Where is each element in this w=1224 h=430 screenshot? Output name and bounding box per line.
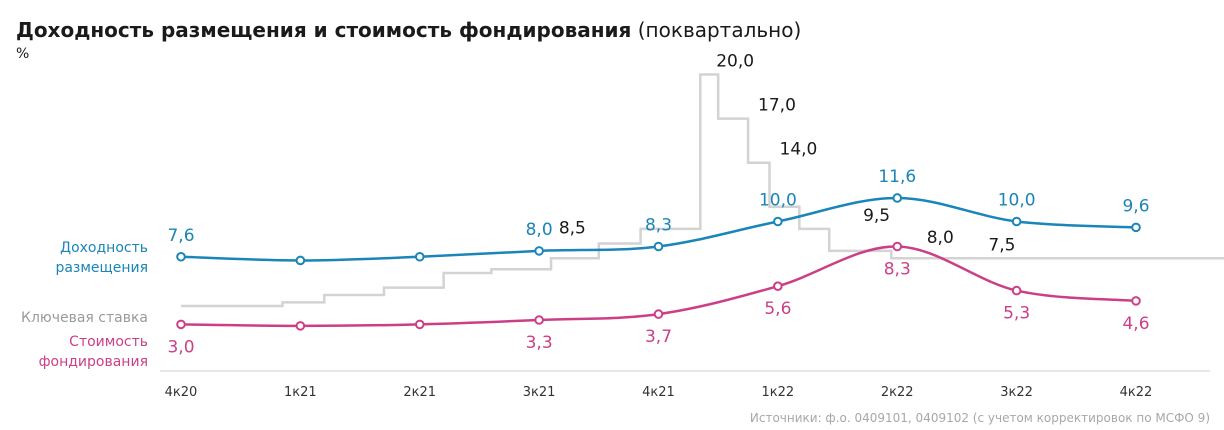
yield-value-label: 9,6	[1122, 196, 1149, 216]
yield-line	[180, 196, 1137, 262]
legend-yield: Доходность	[60, 240, 148, 256]
key-rate-label: 8,0	[927, 228, 954, 248]
key-rate-label: 20,0	[716, 52, 754, 72]
yield-point	[176, 251, 186, 262]
yield-point	[295, 255, 306, 266]
legend-funding: Стоимость	[69, 334, 148, 350]
x-tick-label: 4к22	[1120, 385, 1153, 400]
x-tick-label: 2к22	[881, 385, 914, 400]
funding-point	[295, 321, 306, 331]
legend-key-rate: Ключевая ставка	[21, 310, 148, 326]
yield-point	[892, 193, 903, 203]
key-rate-label: 8,5	[559, 219, 586, 239]
yield-point	[1131, 222, 1141, 233]
funding-value-label: 5,6	[764, 299, 791, 319]
yield-value-label: 8,3	[645, 215, 672, 235]
yield-point	[653, 241, 664, 252]
yield-point	[1011, 216, 1022, 227]
funding-value-label: 8,3	[884, 259, 911, 279]
funding-point	[414, 319, 425, 330]
key-rate-label: 9,5	[863, 206, 890, 226]
funding-point	[1011, 285, 1022, 296]
yield-value-label: 10,0	[759, 191, 797, 211]
funding-value-label: 3,3	[526, 333, 553, 353]
x-tick-label: 1к21	[284, 385, 317, 400]
x-tick-label: 3к22	[1000, 385, 1033, 400]
funding-point	[773, 281, 783, 291]
x-tick-label: 1к22	[762, 385, 795, 400]
funding-value-label: 3,0	[167, 337, 194, 357]
yield-value-label: 11,6	[878, 167, 916, 187]
funding-line	[180, 245, 1137, 328]
yield-point	[534, 246, 544, 256]
funding-point	[176, 319, 186, 330]
funding-point	[892, 241, 903, 252]
legend-yield: размещения	[55, 260, 148, 276]
chart-title-main: Доходность размещения и стоимость фондир…	[16, 18, 632, 42]
yield-point	[773, 216, 783, 227]
funding-value-label: 3,7	[645, 327, 672, 347]
x-tick-label: 2к21	[403, 385, 436, 400]
chart-title-sub: (поквартально)	[637, 18, 802, 42]
funding-point	[1131, 296, 1141, 306]
funding-point	[653, 309, 664, 319]
funding-value-label: 4,6	[1122, 314, 1149, 334]
legend-funding: фондирования	[39, 354, 148, 370]
source-note: Источники: ф.о. 0409101, 0409102 (с учет…	[749, 411, 1210, 425]
key-rate-label: 17,0	[758, 96, 796, 116]
x-tick-label: 3к21	[523, 385, 556, 400]
key-rate-label: 7,5	[988, 235, 1015, 255]
x-tick-label: 4к21	[642, 385, 675, 400]
yield-value-label: 8,0	[526, 220, 553, 240]
funding-value-label: 5,3	[1003, 304, 1030, 324]
yield-value-label: 7,6	[167, 226, 194, 246]
funding-point	[534, 315, 544, 325]
y-unit-label: %	[16, 46, 30, 62]
x-tick-label: 4к20	[165, 385, 198, 400]
yield-value-label: 10,0	[998, 191, 1036, 211]
chart-title: Доходность размещения и стоимость фондир…	[16, 18, 801, 42]
key-rate-line	[181, 73, 1224, 308]
key-rate-label: 14,0	[780, 140, 818, 160]
yield-point	[414, 251, 425, 262]
